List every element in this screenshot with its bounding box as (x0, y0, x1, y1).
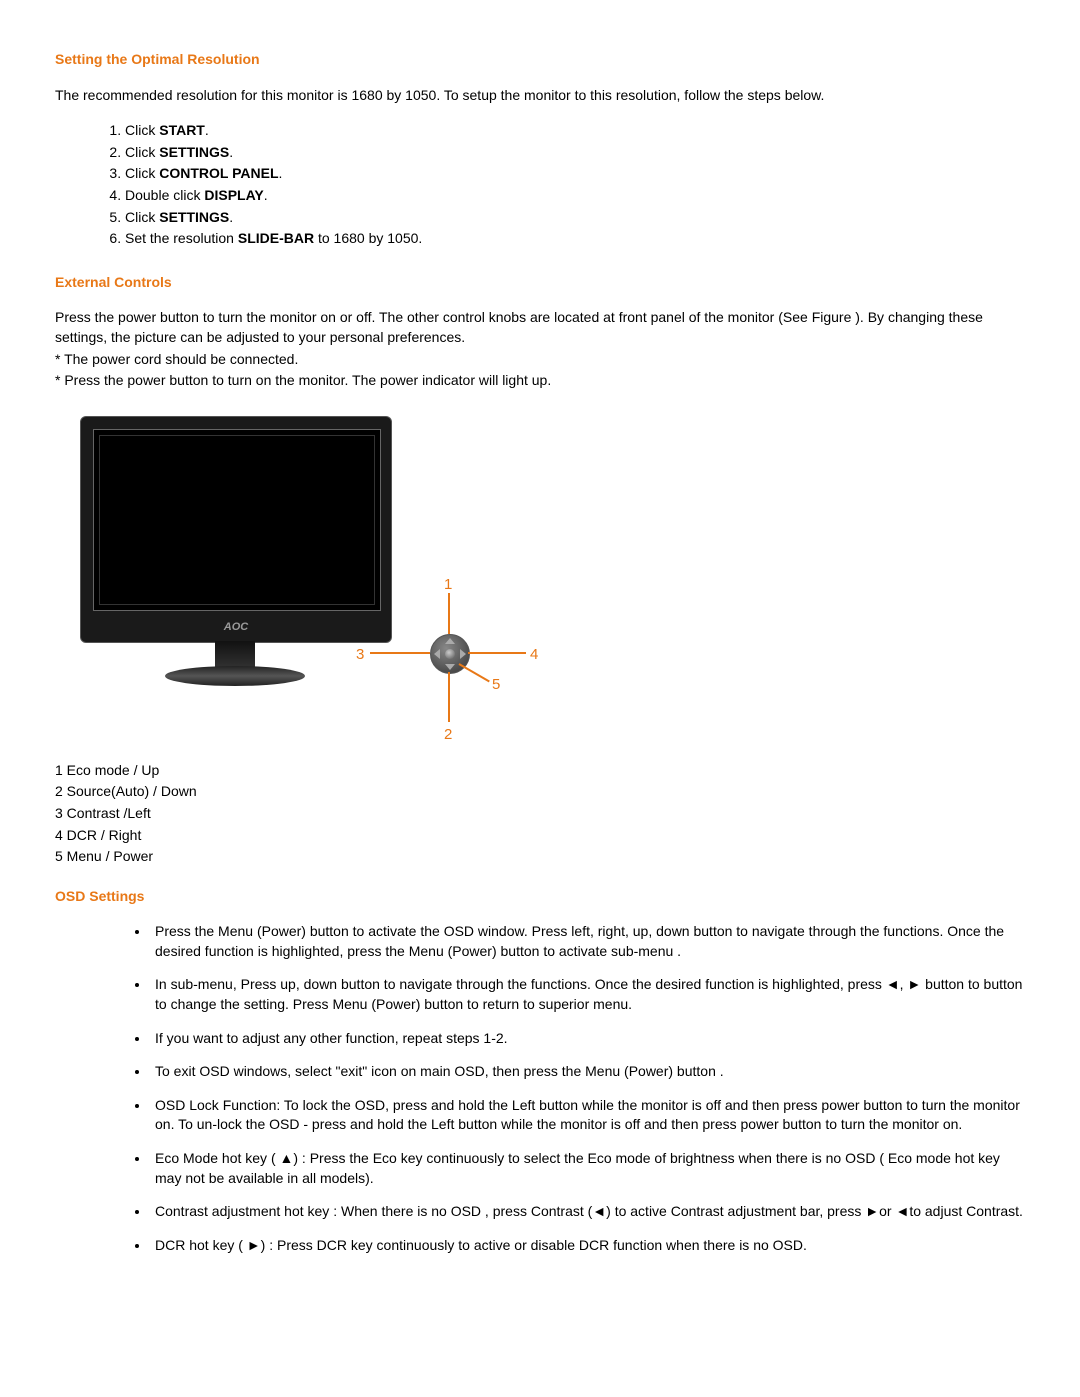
callout-line (468, 652, 526, 654)
heading-external-controls: External Controls (55, 273, 1025, 293)
monitor-stand-base (165, 666, 305, 686)
list-item: In sub-menu, Press up, down button to na… (150, 975, 1025, 1014)
dial-left-icon (434, 649, 440, 659)
callout-line (459, 663, 490, 682)
callout-line (448, 593, 450, 634)
list-item: 2 Source(Auto) / Down (55, 782, 1025, 802)
dial-up-icon (445, 638, 455, 644)
list-item: Eco Mode hot key ( ▲) : Press the Eco ke… (150, 1149, 1025, 1188)
list-item: 5 Menu / Power (55, 847, 1025, 867)
list-item: Click START. (125, 121, 1025, 141)
dial-center-icon (445, 649, 455, 659)
para-external-1: Press the power button to turn the monit… (55, 308, 1025, 347)
monitor-body: AOC (80, 416, 392, 643)
callout-num-3: 3 (356, 644, 364, 665)
callout-line (448, 672, 450, 722)
callout-num-5: 5 (492, 674, 500, 695)
resolution-steps-list: Click START. Click SETTINGS. Click CONTR… (55, 121, 1025, 249)
list-item: DCR hot key ( ►) : Press DCR key continu… (150, 1236, 1025, 1256)
callout-num-1: 1 (444, 574, 452, 595)
list-item: Click SETTINGS. (125, 143, 1025, 163)
monitor-stand-neck (215, 641, 255, 669)
monitor-logo: AOC (224, 620, 248, 635)
list-item: 3 Contrast /Left (55, 804, 1025, 824)
callout-num-2: 2 (444, 724, 452, 745)
para-intro-1: The recommended resolution for this moni… (55, 86, 1025, 106)
list-item: 4 DCR / Right (55, 826, 1025, 846)
monitor-screen (93, 429, 381, 611)
note-power-cord: * The power cord should be connected. (55, 350, 1025, 370)
list-item: To exit OSD windows, select "exit" icon … (150, 1062, 1025, 1082)
dial-down-icon (445, 664, 455, 670)
list-item: Set the resolution SLIDE-BAR to 1680 by … (125, 229, 1025, 249)
control-legend-list: 1 Eco mode / Up 2 Source(Auto) / Down 3 … (55, 761, 1025, 867)
list-item: Click CONTROL PANEL. (125, 164, 1025, 184)
list-item: If you want to adjust any other function… (150, 1029, 1025, 1049)
note-power-button: * Press the power button to turn on the … (55, 371, 1025, 391)
heading-optimal-resolution: Setting the Optimal Resolution (55, 50, 1025, 70)
callout-num-4: 4 (530, 644, 538, 665)
dial-right-icon (460, 649, 466, 659)
list-item: Contrast adjustment hot key : When there… (150, 1202, 1025, 1222)
list-item: Press the Menu (Power) button to activat… (150, 922, 1025, 961)
heading-osd-settings: OSD Settings (55, 887, 1025, 907)
list-item: OSD Lock Function: To lock the OSD, pres… (150, 1096, 1025, 1135)
callout-line (370, 652, 430, 654)
osd-bullet-list: Press the Menu (Power) button to activat… (55, 922, 1025, 1255)
list-item: 1 Eco mode / Up (55, 761, 1025, 781)
list-item: Double click DISPLAY. (125, 186, 1025, 206)
monitor-figure: AOC 1 2 3 4 5 (60, 416, 580, 746)
list-item: Click SETTINGS. (125, 208, 1025, 228)
